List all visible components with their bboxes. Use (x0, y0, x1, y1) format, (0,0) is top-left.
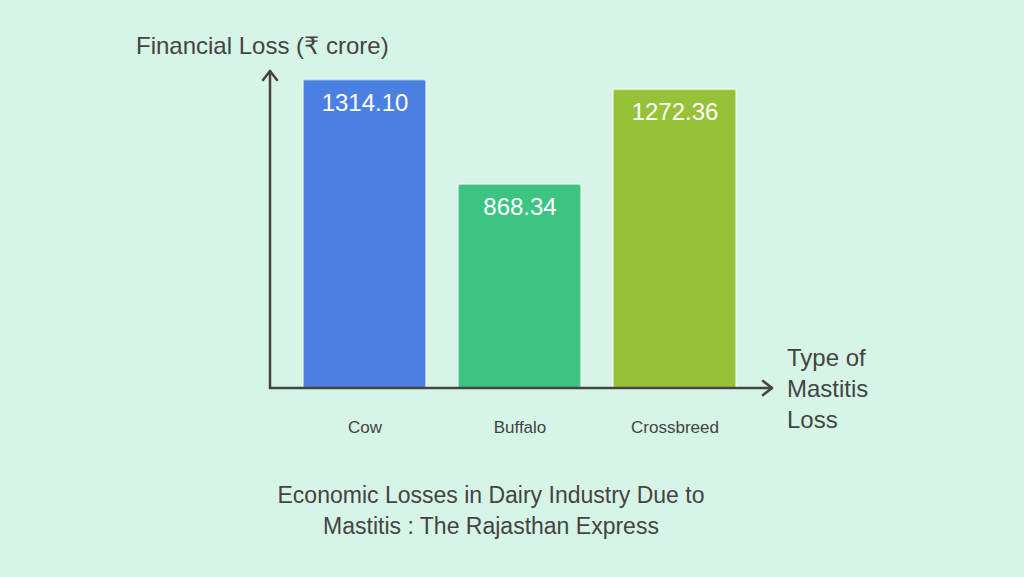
svg-text:868.34: 868.34 (483, 193, 556, 220)
svg-text:Cow: Cow (348, 418, 383, 437)
html-text:Economic Losses in Dairy Indus: Economic Losses in Dairy Industry Due to… (277, 482, 705, 539)
html-text:Type of Mastitis Loss: Type of Mastitis Loss (787, 344, 869, 433)
svg-text:Crossbreed: Crossbreed (631, 418, 719, 437)
html-text:Financial Loss (₹ crore): Financial Loss (₹ crore) (136, 32, 389, 59)
svg-text:1272.36: 1272.36 (632, 98, 719, 125)
svg-text:Buffalo: Buffalo (494, 418, 547, 437)
svg-text:1314.10: 1314.10 (322, 89, 409, 116)
